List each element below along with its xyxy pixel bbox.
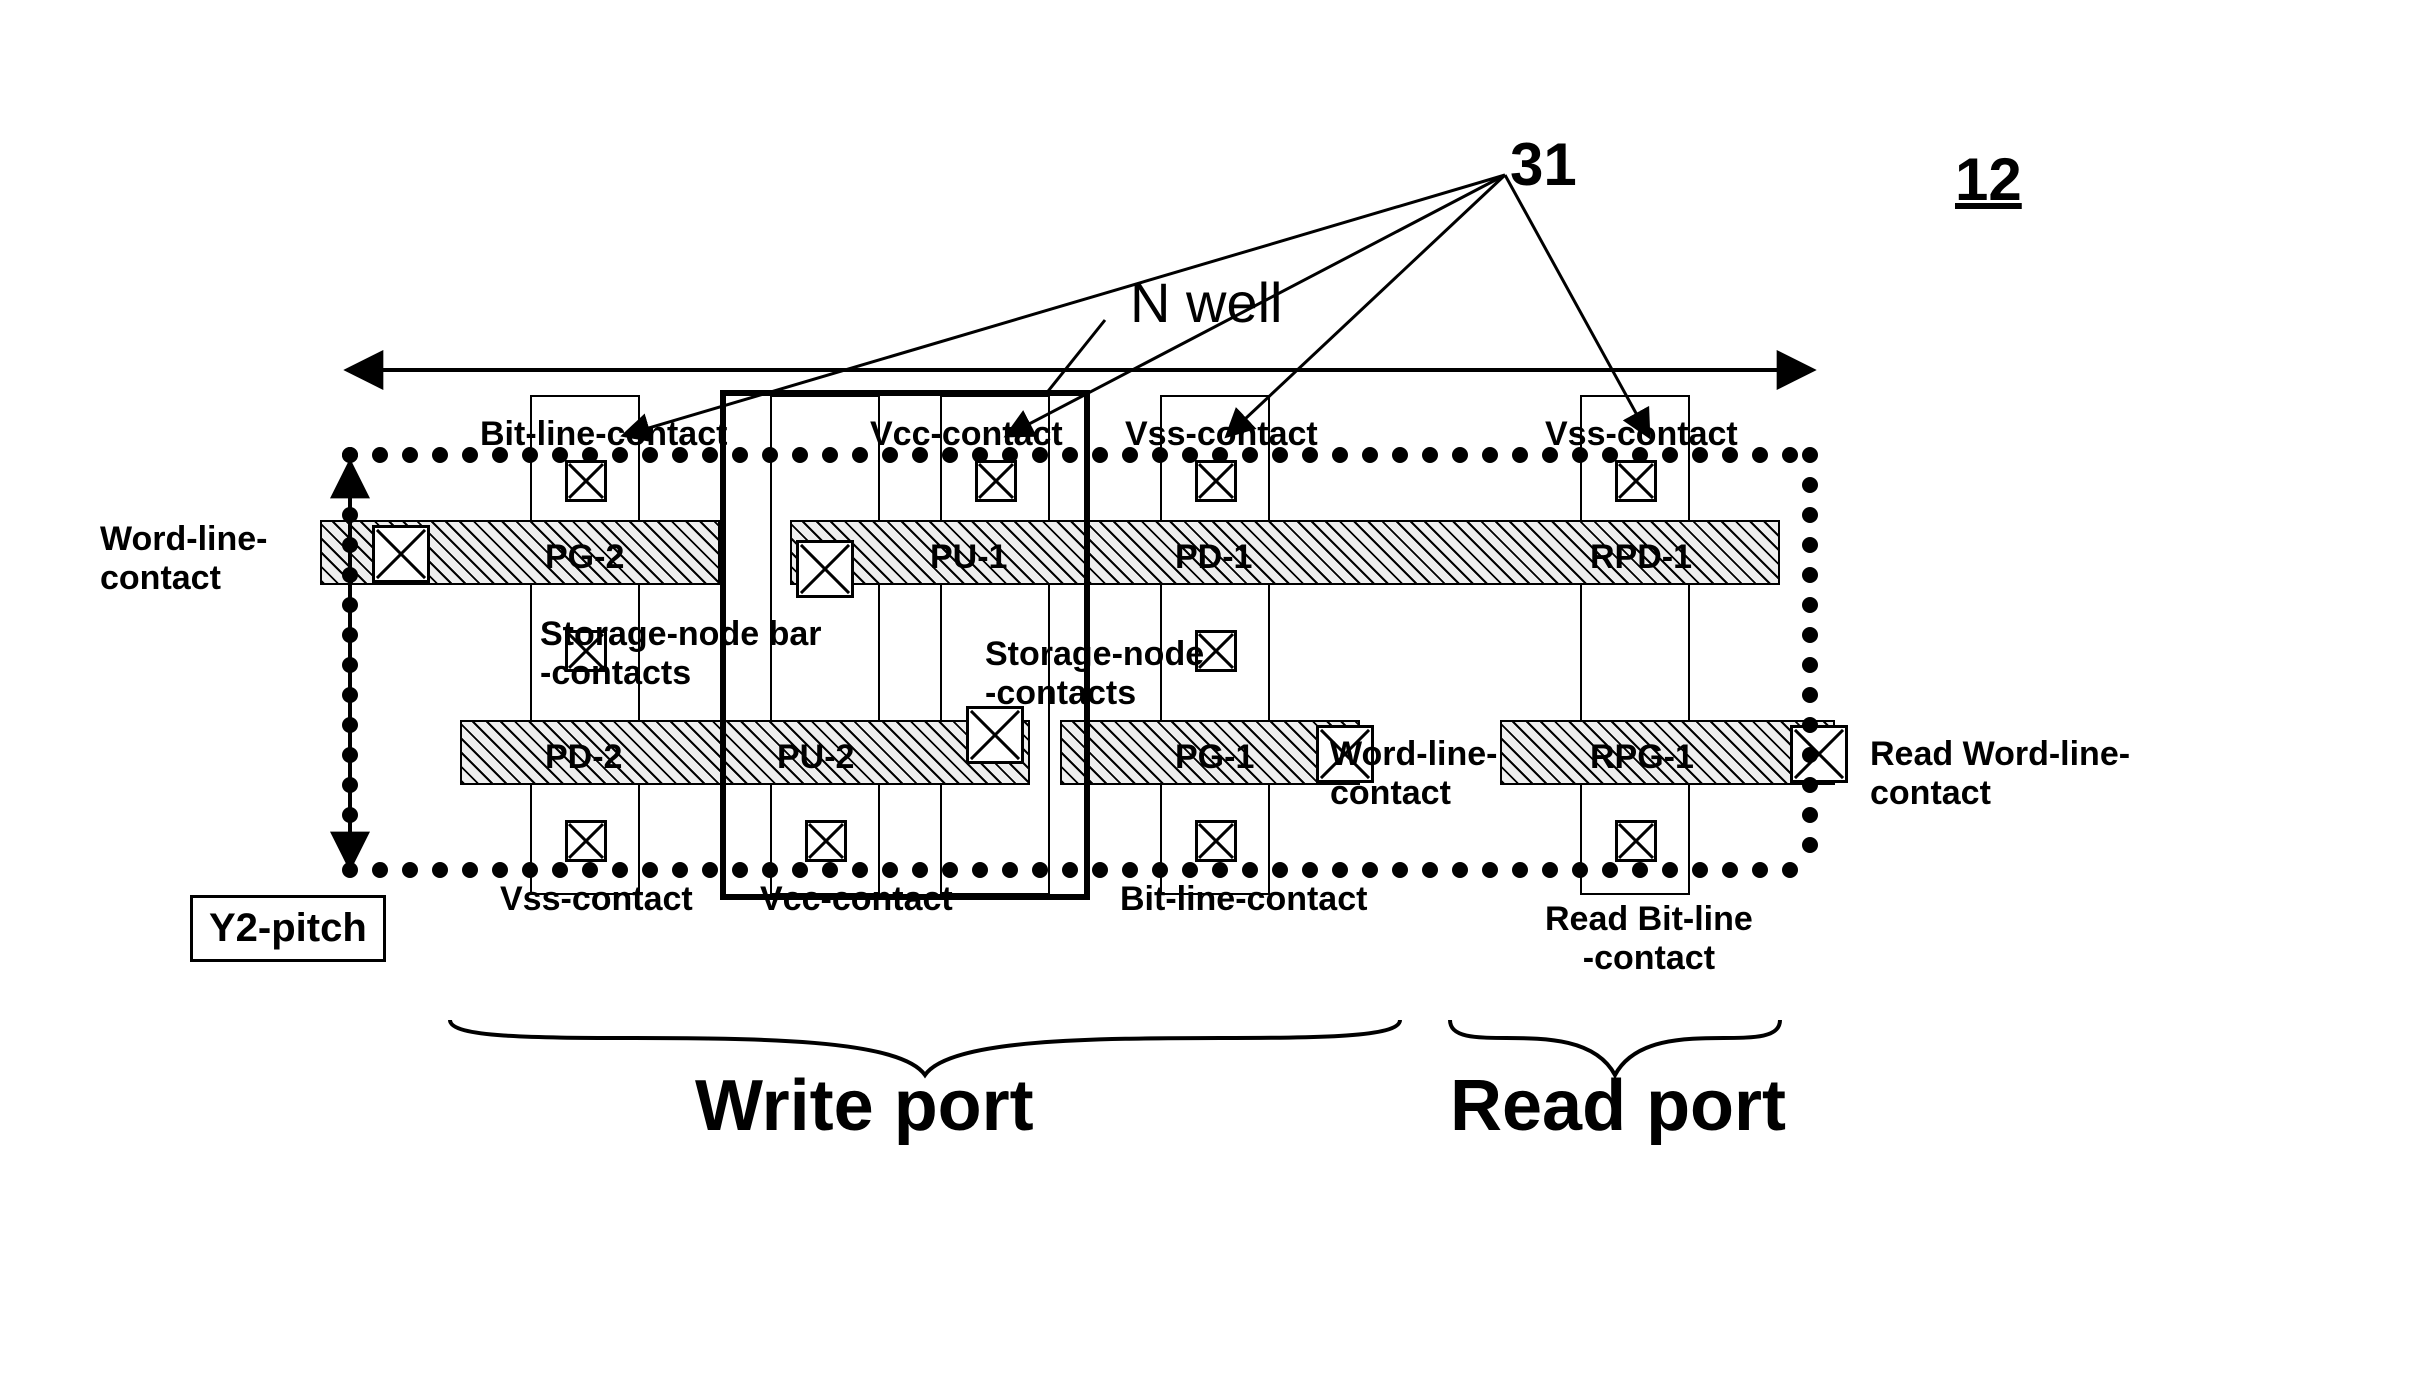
pu1-label: PU-1 — [930, 538, 1007, 577]
read-wordline-contact — [1790, 725, 1848, 783]
vss-contact-bot — [565, 820, 607, 862]
vcc-bot-label: Vcc-contact — [760, 880, 953, 919]
pu2-label: PU-2 — [777, 738, 854, 777]
nwell-label: N well — [1130, 270, 1282, 335]
read-bitline-contact — [1615, 820, 1657, 862]
bitline-top-label: Bit-line-contact — [480, 415, 727, 454]
read-wordline-label: Read Word-line- contact — [1870, 735, 2130, 813]
y2-pitch-box: Y2-pitch — [190, 895, 386, 962]
figure-number: 12 — [1955, 145, 2022, 214]
bitline-bot-label: Bit-line-contact — [1120, 880, 1367, 919]
storage-node-label: Storage-node -contacts — [985, 635, 1204, 713]
pd1-label: PD-1 — [1175, 538, 1252, 577]
pd2-label: PD-2 — [545, 738, 622, 777]
read-port-label: Read port — [1450, 1065, 1786, 1147]
storage-node-1 — [966, 706, 1024, 764]
vcc-contact-top — [975, 460, 1017, 502]
storage-node-bar-label: Storage-node bar -contacts — [540, 615, 821, 693]
vss-contact-top — [1195, 460, 1237, 502]
pg1-label: PG-1 — [1175, 738, 1254, 777]
bitline-contact-bot — [1195, 820, 1237, 862]
vss-top-label: Vss-contact — [1125, 415, 1318, 454]
wordline-contact-left — [372, 525, 430, 583]
rpg1-label: RPG-1 — [1590, 738, 1694, 777]
pg2-label: PG-2 — [545, 538, 624, 577]
vcc-top-label: Vcc-contact — [870, 415, 1063, 454]
vss-top2-label: Vss-contact — [1545, 415, 1738, 454]
vss-bot-label: Vss-contact — [500, 880, 693, 919]
read-bitline-label: Read Bit-line -contact — [1545, 900, 1753, 978]
vcc-contact-bot — [805, 820, 847, 862]
vss-contact-top-2 — [1615, 460, 1657, 502]
bitline-contact-top — [565, 460, 607, 502]
ref-number-31: 31 — [1510, 130, 1577, 199]
rpd1-label: RPD-1 — [1590, 538, 1692, 577]
wordline-left-label: Word-line- contact — [100, 520, 267, 598]
write-port-label: Write port — [695, 1065, 1034, 1147]
diagram-stage: 31 12 N well Y2-pitch PG-2 PU-1 PD-1 RPD… — [0, 0, 2425, 1393]
wordline-mid-label: Word-line- contact — [1330, 735, 1497, 813]
storage-node-bar-2 — [796, 540, 854, 598]
